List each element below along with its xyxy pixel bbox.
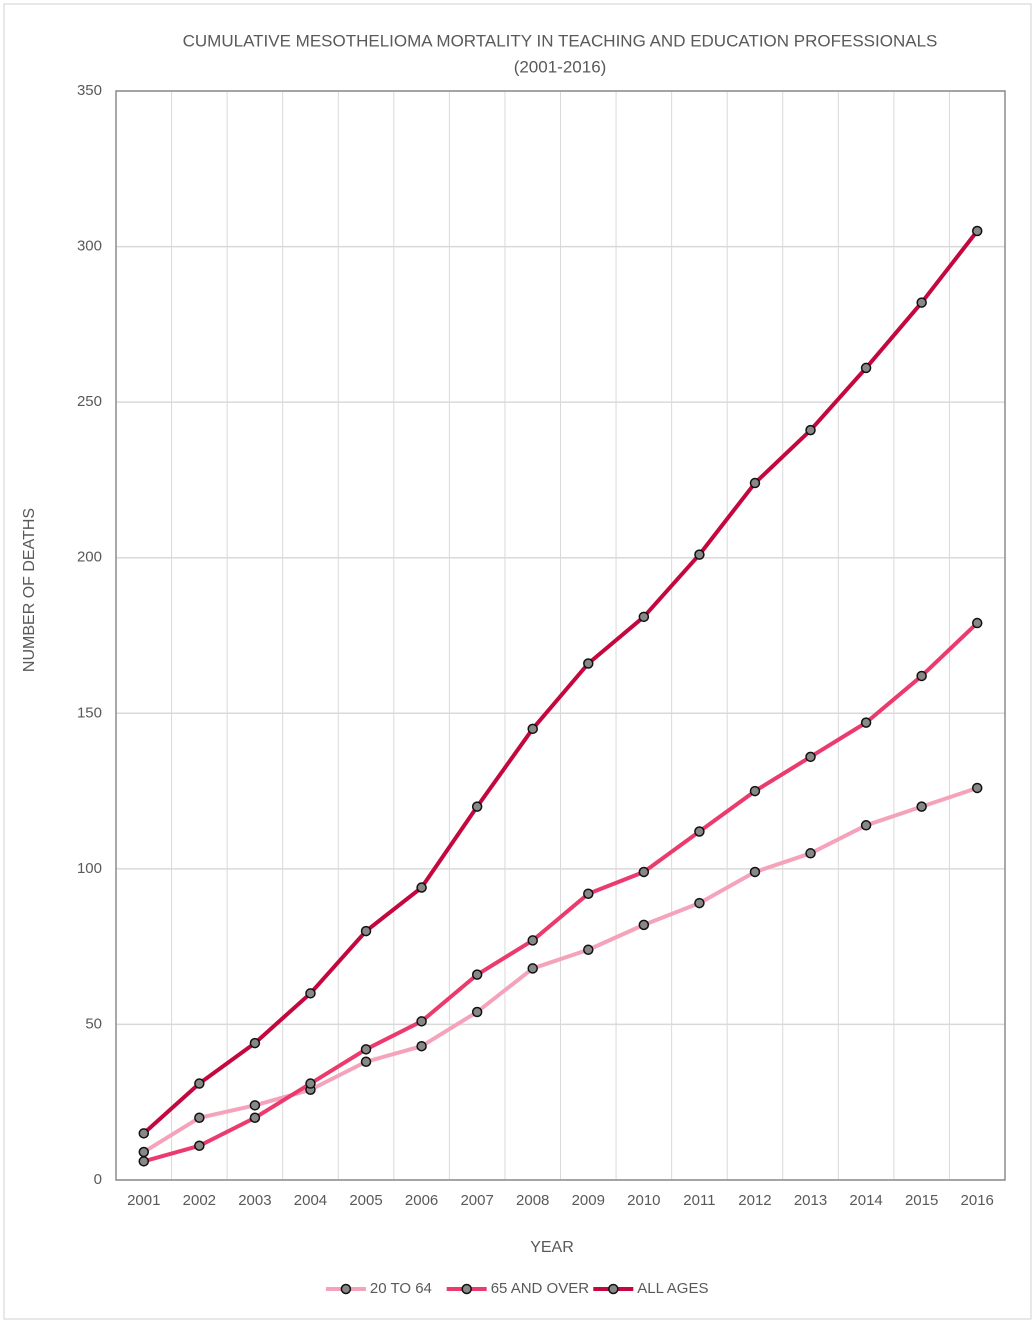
data-point xyxy=(694,897,705,909)
series-line xyxy=(143,621,979,1164)
data-point xyxy=(249,1112,261,1124)
data-point xyxy=(749,785,761,797)
x-tick-label: 2003 xyxy=(238,1192,271,1209)
data-point xyxy=(471,801,483,812)
data-point xyxy=(694,549,705,560)
y-tick-label: 300 xyxy=(77,238,102,255)
legend-label: 65 AND OVER xyxy=(491,1280,590,1297)
y-tick-label: 200 xyxy=(77,549,102,566)
data-point xyxy=(527,723,538,735)
x-tick-label: 2007 xyxy=(460,1192,493,1209)
data-point xyxy=(971,617,983,629)
data-point xyxy=(249,1100,261,1111)
y-tick-label: 350 xyxy=(77,82,102,99)
legend-marker xyxy=(340,1283,352,1295)
data-point xyxy=(583,888,594,899)
x-tick-label: 2001 xyxy=(127,1192,160,1209)
data-point xyxy=(305,988,316,999)
data-point xyxy=(249,1037,261,1049)
x-axis-title: YEAR xyxy=(530,1239,574,1256)
data-point xyxy=(360,1056,372,1068)
data-point xyxy=(194,1140,205,1152)
data-point xyxy=(916,297,927,308)
plot-frame xyxy=(115,90,1006,1181)
legend-marker xyxy=(608,1283,619,1295)
data-point xyxy=(360,925,372,937)
data-point xyxy=(583,944,594,956)
data-point xyxy=(138,1146,150,1158)
data-point xyxy=(860,717,872,728)
data-point xyxy=(527,963,538,974)
x-tick-label: 2002 xyxy=(183,1192,216,1209)
data-point xyxy=(638,919,650,931)
y-axis-title: NUMBER OF DEATHS xyxy=(21,508,38,672)
x-tick-label: 2011 xyxy=(683,1192,715,1209)
data-point xyxy=(916,801,927,812)
x-tick-label: 2009 xyxy=(572,1192,605,1209)
data-point xyxy=(194,1112,205,1124)
data-point xyxy=(138,1156,150,1167)
chart-title: CUMULATIVE MESOTHELIOMA MORTALITY IN TEA… xyxy=(183,31,938,50)
data-point xyxy=(805,751,816,763)
legend-label: ALL AGES xyxy=(637,1280,708,1297)
y-tick-label: 0 xyxy=(94,1171,102,1188)
x-tick-label: 2012 xyxy=(738,1192,771,1209)
data-point xyxy=(638,866,650,878)
data-point xyxy=(138,1128,150,1139)
data-point xyxy=(471,1006,483,1018)
data-point xyxy=(583,658,594,669)
data-point xyxy=(694,826,705,837)
chart-subtitle: (2001-2016) xyxy=(514,57,607,76)
chart-border xyxy=(3,3,1032,1320)
data-point xyxy=(805,424,816,436)
data-point xyxy=(360,1044,372,1055)
data-point xyxy=(916,670,927,682)
data-point xyxy=(749,477,761,489)
data-point xyxy=(471,969,483,980)
legend-label: 20 TO 64 xyxy=(370,1280,432,1297)
data-point xyxy=(749,866,761,878)
series-line xyxy=(142,786,978,1154)
data-point xyxy=(860,362,872,374)
x-tick-label: 2005 xyxy=(349,1192,382,1209)
data-point xyxy=(805,848,816,859)
x-tick-label: 2014 xyxy=(849,1192,882,1209)
series-line xyxy=(142,229,979,1135)
data-point xyxy=(194,1078,205,1089)
x-tick-label: 2004 xyxy=(294,1192,327,1209)
data-point xyxy=(416,882,427,893)
x-tick-label: 2016 xyxy=(961,1192,994,1209)
y-tick-label: 50 xyxy=(85,1015,102,1032)
x-tick-label: 2013 xyxy=(794,1192,827,1209)
data-point xyxy=(416,1016,427,1027)
data-point xyxy=(527,935,538,946)
y-tick-label: 100 xyxy=(77,860,102,877)
data-point xyxy=(971,225,983,237)
x-tick-label: 2010 xyxy=(627,1192,660,1209)
x-tick-label: 2015 xyxy=(905,1192,938,1209)
data-point xyxy=(971,782,983,794)
data-point xyxy=(305,1078,316,1089)
y-tick-label: 250 xyxy=(77,393,102,410)
x-tick-label: 2008 xyxy=(516,1192,549,1209)
data-point xyxy=(638,611,650,623)
x-tick-label: 2006 xyxy=(405,1192,438,1209)
data-point xyxy=(860,820,872,831)
data-point xyxy=(416,1040,427,1052)
y-tick-label: 150 xyxy=(77,704,102,721)
legend-marker xyxy=(461,1283,472,1295)
